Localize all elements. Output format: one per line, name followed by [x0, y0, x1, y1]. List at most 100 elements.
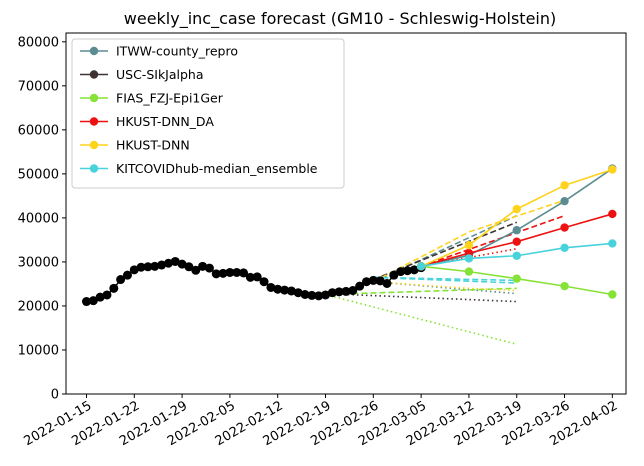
- y-tick-label: 20000: [18, 299, 59, 314]
- quantile-line-HKUST-DNN_DA: [420, 247, 517, 268]
- legend-entry: USC-SIkJalpha: [80, 67, 204, 82]
- truth-point: [396, 267, 406, 277]
- truth-point: [170, 256, 180, 266]
- quantile-line-FIAS_FZJ-Epi1Ger: [325, 287, 517, 296]
- quantile-line-USC-SIkJalpha: [325, 292, 517, 303]
- truth-point: [375, 276, 385, 286]
- truth-point: [122, 270, 132, 280]
- legend-marker: [89, 140, 99, 150]
- legend-label: KITCOVIDhub-median_ensemble: [116, 161, 318, 176]
- legend-marker: [89, 70, 99, 79]
- truth-point: [129, 265, 139, 275]
- series-point-KITCOVIDhub-median_ensemble: [560, 243, 569, 253]
- y-tick-label: 0: [51, 388, 59, 403]
- truth-point: [143, 262, 153, 272]
- legend-label: HKUST-DNN: [116, 138, 190, 153]
- y-tick-label: 10000: [18, 343, 59, 358]
- plot-frame: [65, 32, 627, 395]
- truth-point: [218, 268, 228, 278]
- y-tick-label: 80000: [18, 35, 59, 50]
- quantile-line-ITWW-county_repro: [373, 280, 517, 295]
- truth-point: [245, 272, 255, 282]
- truth-point: [225, 267, 235, 277]
- truth-point: [300, 290, 310, 300]
- truth-point: [361, 277, 371, 287]
- truth-point: [321, 290, 331, 300]
- truth-point: [88, 296, 98, 306]
- truth-point: [239, 268, 249, 278]
- series-point-KITCOVIDhub-median_ensemble: [608, 239, 617, 248]
- truth-point: [314, 291, 324, 301]
- series-point-HKUST-DNN: [512, 204, 521, 214]
- legend-box: [71, 38, 345, 189]
- series-point-KITCOVIDhub-median_ensemble: [464, 254, 474, 263]
- plot-area: [65, 32, 627, 395]
- truth-point: [191, 265, 201, 275]
- truth-point: [286, 286, 296, 296]
- series-point-HKUST-DNN: [560, 181, 569, 190]
- truth-point: [198, 261, 208, 271]
- truth-point: [95, 292, 105, 302]
- series-point-FIAS_FZJ-Epi1Ger: [512, 274, 521, 283]
- legend-label: USC-SIkJalpha: [116, 67, 204, 82]
- quantile-line-USC-SIkJalpha: [373, 221, 518, 281]
- quantile-line-HKUST-DNN_DA: [420, 214, 565, 268]
- truth-point: [81, 297, 91, 307]
- y-tick-label: 40000: [18, 211, 59, 226]
- y-tick-label: 30000: [18, 255, 59, 270]
- truth-point: [307, 290, 317, 300]
- truth-point: [177, 259, 187, 269]
- legend-label: ITWW-county_repro: [116, 44, 238, 59]
- truth-point: [157, 260, 167, 270]
- series-point-HKUST-DNN_DA: [608, 209, 617, 219]
- legend-entry: ITWW-county_repro: [80, 44, 238, 59]
- x-axis: 2022-01-152022-01-222022-01-292022-02-05…: [22, 394, 620, 449]
- truth-point: [382, 278, 392, 288]
- truth-point: [204, 263, 214, 273]
- legend-entry: HKUST-DNN_DA: [80, 114, 214, 129]
- legend-label: HKUST-DNN_DA: [116, 114, 214, 129]
- legend-marker: [89, 164, 99, 173]
- truth-point: [266, 282, 276, 292]
- series-point-HKUST-DNN_DA: [512, 237, 521, 246]
- truth-point: [409, 265, 419, 275]
- truth-point: [109, 283, 119, 293]
- truth-point: [402, 266, 412, 276]
- truth-point: [184, 262, 194, 272]
- series-point-HKUST-DNN: [464, 240, 474, 250]
- truth-point: [116, 275, 126, 285]
- series-point-HKUST-DNN: [608, 165, 617, 174]
- series-point-ITWW-county_repro: [560, 196, 569, 206]
- legend-marker: [89, 93, 99, 103]
- series-point-HKUST-DNN_DA: [560, 223, 569, 232]
- chart-title: weekly_inc_case forecast (GM10 - Schlesw…: [124, 9, 556, 29]
- series-point-ITWW-county_repro: [512, 226, 521, 235]
- legend: ITWW-county_repro USC-SIkJalpha FIAS_FZJ-E…: [71, 38, 345, 189]
- truth-point: [341, 286, 351, 296]
- y-axis: 0 10000 20000 30000 40000 50000 60000 70000 8000…: [18, 35, 66, 403]
- series-point-KITCOVIDhub-median_ensemble: [512, 251, 521, 260]
- truth-point: [273, 284, 283, 294]
- legend-marker: [89, 117, 99, 126]
- series-point-FIAS_FZJ-Epi1Ger: [560, 281, 569, 291]
- quantile-line-HKUST-DNN: [373, 280, 517, 292]
- truth-point: [136, 262, 146, 272]
- legend-entry: HKUST-DNN: [80, 138, 190, 153]
- truth-point: [327, 288, 337, 298]
- truth-point: [389, 270, 399, 280]
- quantile-line-FIAS_FZJ-Epi1Ger: [325, 293, 517, 346]
- truth-point: [259, 277, 269, 287]
- legend-entry: FIAS_FZJ-Epi1Ger: [80, 91, 224, 106]
- truth-point: [232, 267, 242, 277]
- truth-point: [150, 261, 160, 271]
- truth-point: [163, 258, 173, 268]
- truth-point: [334, 287, 344, 297]
- series-point-FIAS_FZJ-Epi1Ger: [464, 267, 474, 276]
- truth-point: [368, 275, 378, 285]
- series-point-KITCOVIDhub-median_ensemble: [416, 262, 426, 271]
- truth-point: [355, 281, 365, 291]
- truth-point: [252, 272, 262, 282]
- truth-point: [211, 269, 221, 279]
- legend-entry: KITCOVIDhub-median_ensemble: [80, 161, 318, 176]
